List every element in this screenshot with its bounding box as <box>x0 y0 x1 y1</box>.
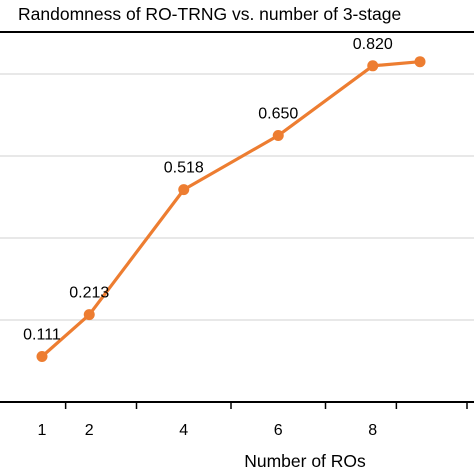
data-label: 0.820 <box>353 36 393 53</box>
x-tick-label: 1 <box>38 422 47 439</box>
data-point <box>414 56 426 68</box>
x-tick-label: 4 <box>179 422 188 439</box>
x-tick-label: 8 <box>368 422 377 439</box>
data-label: 0.650 <box>258 106 298 123</box>
top-border-line <box>0 31 474 33</box>
data-points <box>36 56 426 362</box>
data-label: 0.213 <box>69 285 109 302</box>
data-point <box>83 309 95 321</box>
series-line <box>40 60 422 359</box>
x-tick-label: 6 <box>274 422 283 439</box>
gridlines <box>0 73 474 321</box>
data-label: 0.518 <box>164 160 204 177</box>
x-tick-label: 2 <box>85 422 94 439</box>
x-tick-labels: 1 2 4 6 8 <box>38 422 378 439</box>
chart-title: Randomness of RO-TRNG vs. number of 3-st… <box>18 4 402 24</box>
data-point <box>367 60 379 72</box>
data-labels: 0.111 0.213 0.518 0.650 0.820 <box>23 36 393 344</box>
x-tick-marks <box>64 402 468 409</box>
data-point <box>272 130 284 141</box>
data-point <box>36 350 48 362</box>
data-point <box>178 184 190 196</box>
x-axis-label: Number of ROs <box>244 451 366 471</box>
data-label: 0.111 <box>23 326 61 343</box>
